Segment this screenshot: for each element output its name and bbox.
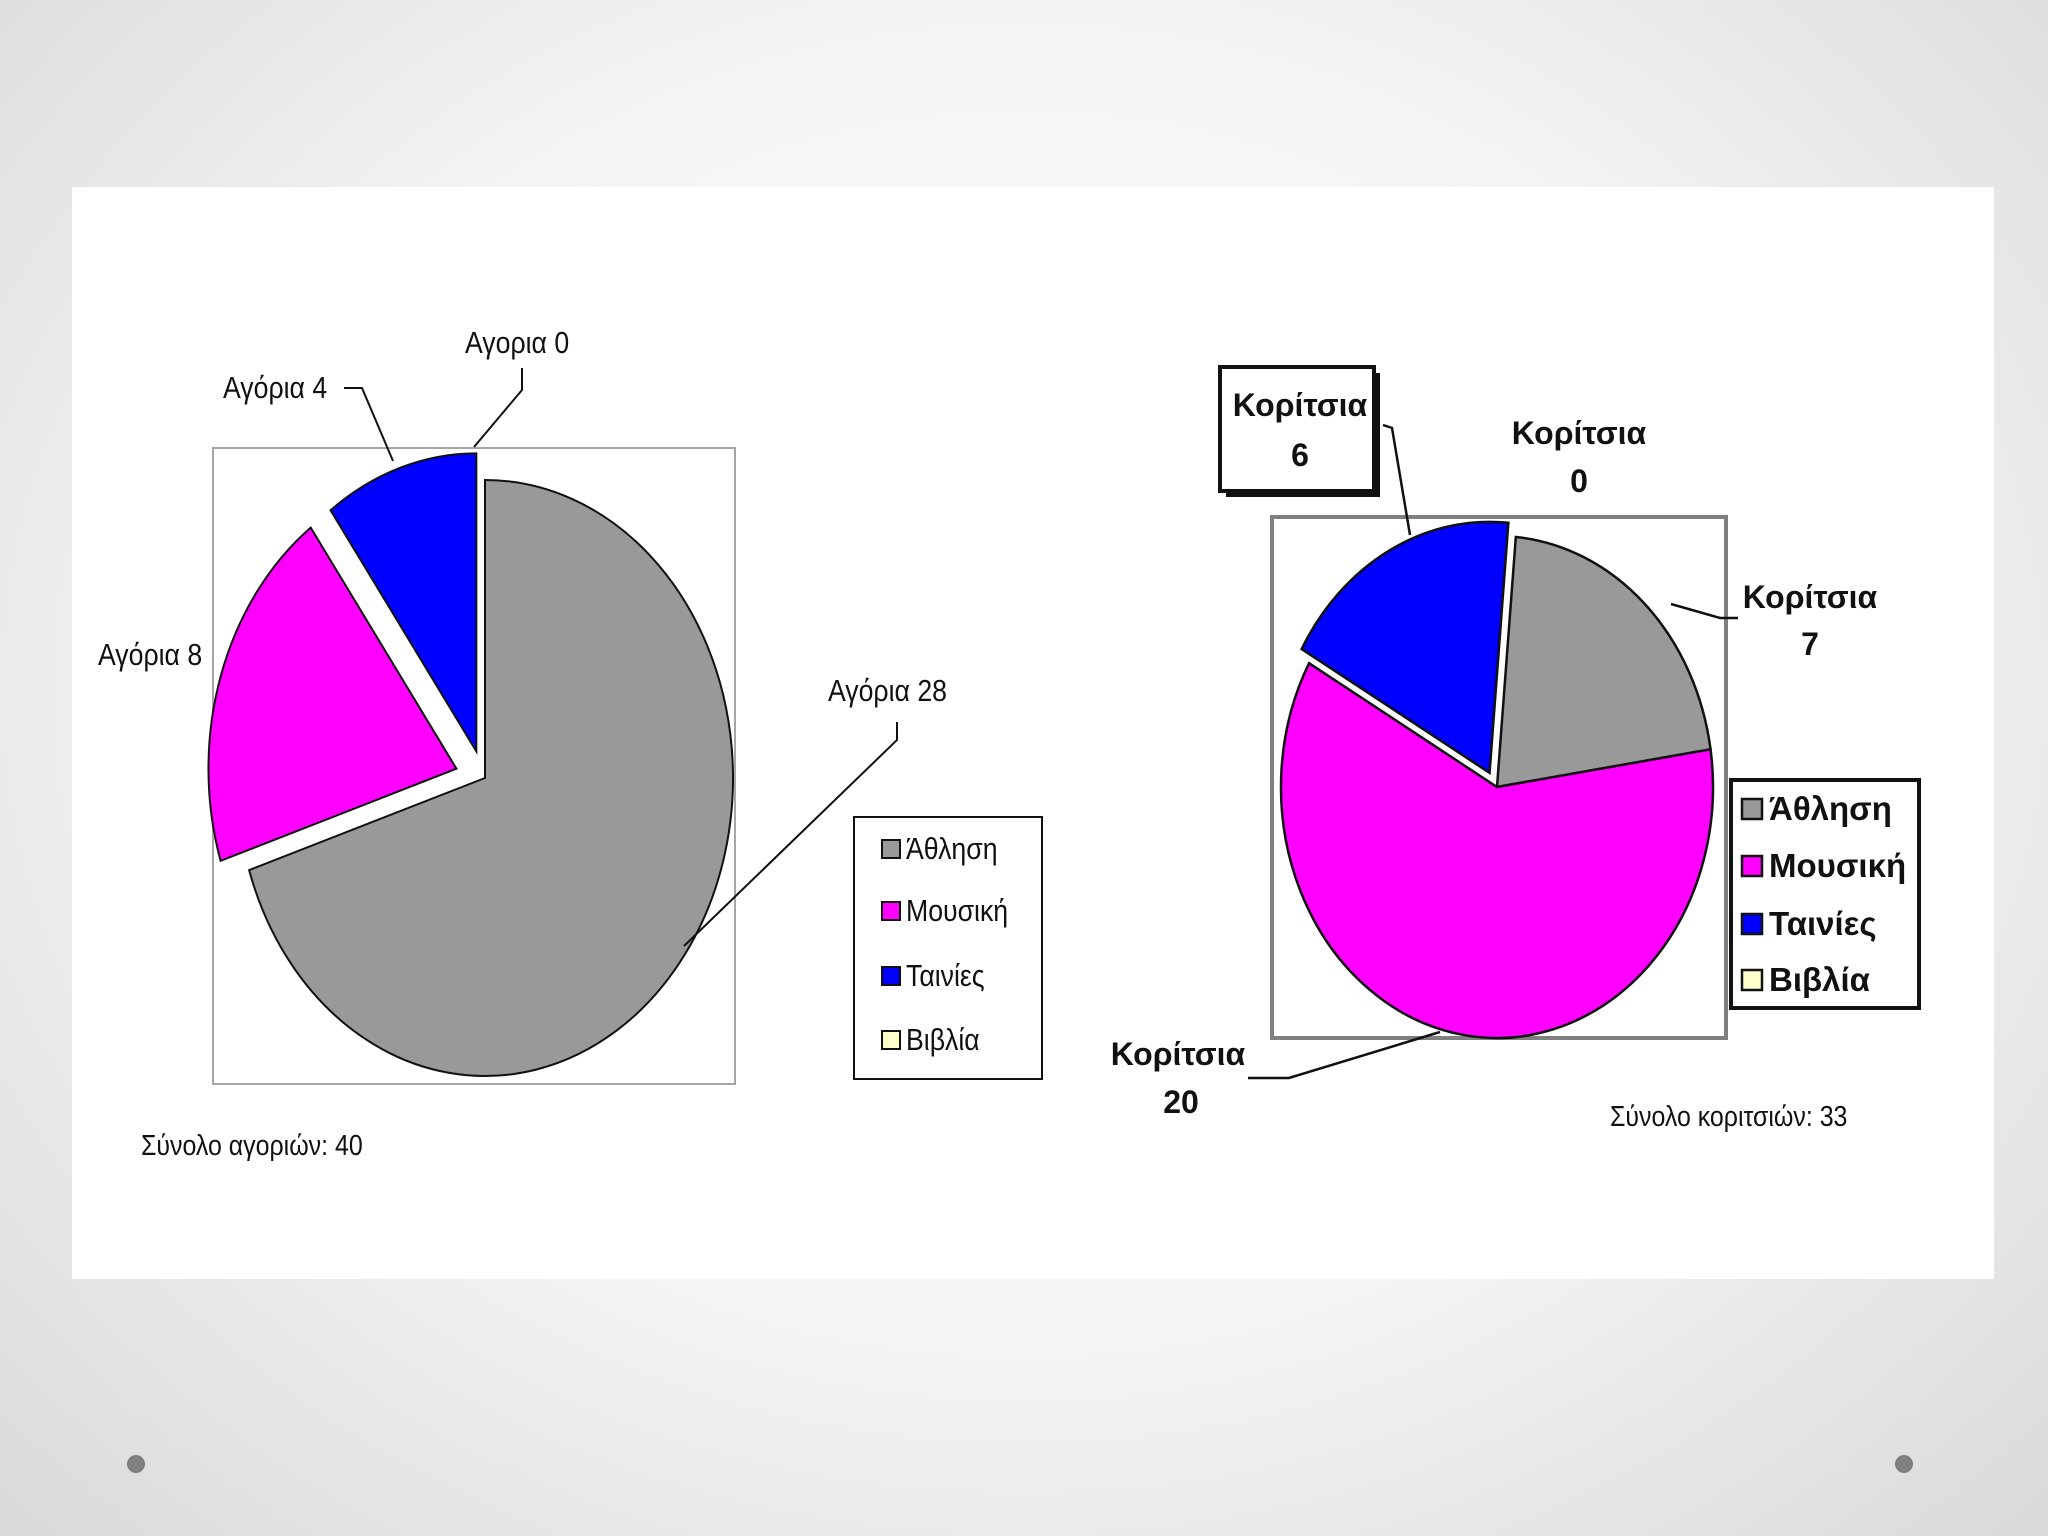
boys-leader-lines xyxy=(344,368,898,947)
leader-line-books xyxy=(473,368,523,448)
legend-swatch-sports xyxy=(881,839,901,859)
girls-legend-swatch-books xyxy=(1740,968,1764,992)
girls-legend-swatch-movies xyxy=(1740,912,1764,936)
girls-slices xyxy=(1279,520,1715,1040)
girls-legend-item-movies: Ταινίες xyxy=(1769,905,1877,942)
boys-slice-Μουσική xyxy=(207,526,458,863)
girls-total: Σύνολο κοριτσιών: 33 xyxy=(1610,1100,1847,1132)
leader-line-girls-movies xyxy=(1382,423,1412,536)
boys-label-sports: Αγόρια 28 xyxy=(828,674,947,708)
girls-legend-item-sports: Άθληση xyxy=(1769,790,1892,827)
leader-line-girls-sports xyxy=(1670,602,1738,620)
girls-label-books-line2: 0 xyxy=(1570,463,1588,499)
girls-legend: Άθληση Μουσική Ταινίες Βιβλία xyxy=(1729,778,1921,1010)
girls-label-movies-line1: Κορίτσια xyxy=(1233,387,1368,423)
boys-label-books: Αγορια 0 xyxy=(465,326,569,360)
boys-slices xyxy=(207,452,734,1077)
girls-callout-movies: Κορίτσια 6 xyxy=(1218,365,1380,497)
legend-item-sports: Άθληση xyxy=(906,832,998,866)
legend-swatch-music xyxy=(881,901,901,921)
nav-dot-left[interactable] xyxy=(127,1455,145,1473)
boys-label-music: Αγόρια 8 xyxy=(98,638,202,672)
girls-label-books-line1: Κορίτσια xyxy=(1512,415,1647,451)
girls-slice-Ταινίες xyxy=(1300,520,1510,776)
boys-slice-Ταινίες xyxy=(329,452,478,755)
girls-leader-lines xyxy=(1248,423,1738,1080)
boys-label-movies: Αγόρια 4 xyxy=(223,371,327,405)
leader-line-sports xyxy=(683,722,898,947)
leader-line-girls-music xyxy=(1248,1030,1441,1080)
nav-dot-right[interactable] xyxy=(1895,1455,1913,1473)
girls-legend-swatch-sports xyxy=(1740,797,1764,821)
girls-label-music-line1: Κορίτσια xyxy=(1111,1036,1246,1072)
girls-legend-item-books: Βιβλία xyxy=(1769,961,1870,998)
girls-label-music-line2: 20 xyxy=(1163,1084,1199,1120)
boys-legend: Άθληση Μουσική Ταινίες Βιβλία xyxy=(853,816,1043,1080)
girls-label-sports-line2: 7 xyxy=(1801,626,1819,662)
girls-legend-item-music: Μουσική xyxy=(1769,847,1906,884)
girls-slice-Μουσική xyxy=(1279,661,1715,1040)
legend-item-books: Βιβλία xyxy=(906,1023,980,1057)
girls-legend-swatch-music xyxy=(1740,854,1764,878)
girls-label-movies-line2: 6 xyxy=(1291,437,1309,473)
girls-chart: Κορίτσια 6 Κορίτσια 0 Κορίτσια 7 Κορίτσι… xyxy=(1111,365,1921,1132)
boys-slice-Άθληση xyxy=(247,478,734,1077)
boys-total: Σύνολο αγοριών: 40 xyxy=(141,1129,363,1161)
legend-swatch-movies xyxy=(881,966,901,986)
legend-item-movies: Ταινίες xyxy=(906,959,985,993)
girls-label-sports-line1: Κορίτσια xyxy=(1743,579,1878,615)
legend-swatch-books xyxy=(881,1030,901,1050)
legend-item-music: Μουσική xyxy=(906,894,1008,928)
girls-slice-Άθληση xyxy=(1495,535,1712,789)
leader-line-movies xyxy=(344,387,394,462)
boys-chart: Αγόρια 28 Αγόρια 8 Αγόρια 4 Αγορια 0 Άθλ… xyxy=(98,326,1043,1161)
girls-callout-box xyxy=(1218,365,1376,493)
